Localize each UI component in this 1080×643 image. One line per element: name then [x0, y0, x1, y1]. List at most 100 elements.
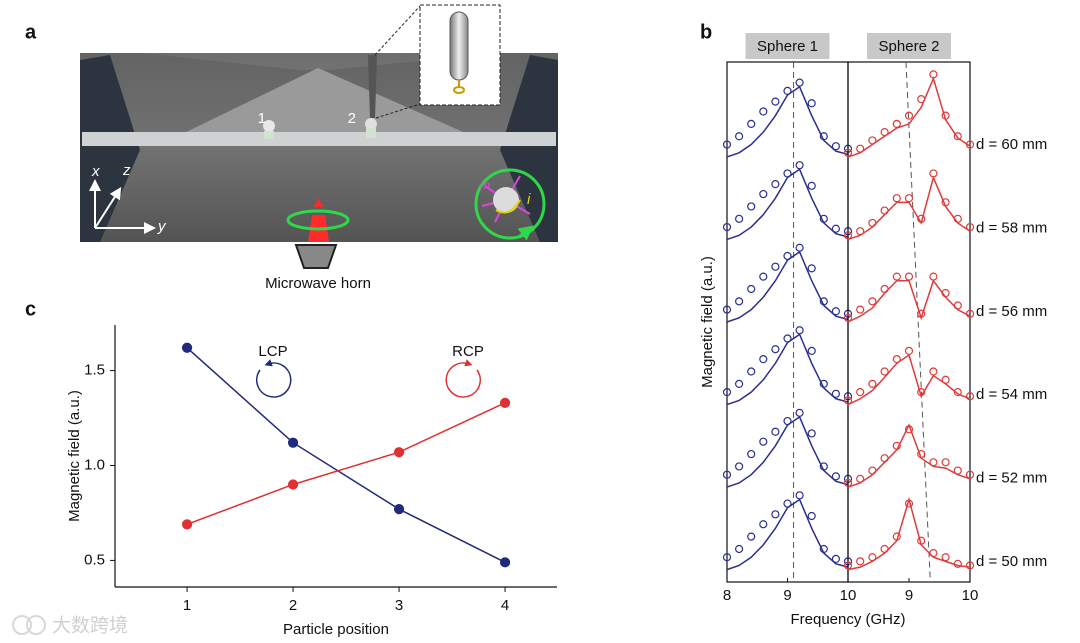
- photo-label: x: [91, 163, 100, 180]
- data-point: [771, 345, 780, 354]
- data-point: [759, 189, 768, 199]
- annotation: LCP: [258, 343, 287, 360]
- data-point: [929, 272, 938, 281]
- series-line: [726, 168, 849, 241]
- data-point: [807, 181, 816, 190]
- x-tick-label: 1: [183, 597, 191, 614]
- photo: [80, 4, 558, 269]
- series-line: [726, 250, 849, 323]
- data-point: [868, 379, 877, 389]
- data-point: [904, 272, 914, 281]
- data-point: [722, 470, 732, 479]
- y-tick-label: 0.5: [84, 551, 105, 568]
- data-point: [759, 272, 768, 281]
- panel-label: c: [25, 298, 36, 320]
- data-point: [759, 520, 768, 529]
- plot-frame: [847, 61, 971, 583]
- data-point: [747, 532, 756, 541]
- data-point: [965, 561, 975, 570]
- data-point: [892, 194, 901, 203]
- data-point: [722, 305, 732, 314]
- series-line: [847, 423, 971, 488]
- series-line: [847, 279, 971, 323]
- data-point: [807, 99, 816, 108]
- data-point: [759, 437, 768, 446]
- data-point: [771, 510, 780, 519]
- data-point: [953, 388, 962, 397]
- row-label: d = 50 mm: [976, 553, 1047, 570]
- row-label: d = 60 mm: [976, 136, 1047, 153]
- data-point: [499, 557, 511, 568]
- data-point: [747, 284, 756, 294]
- watermark: [12, 615, 46, 635]
- data-point: [856, 388, 865, 397]
- watermark-text: 大数跨境: [52, 615, 128, 637]
- data-point: [287, 479, 299, 490]
- row-label: d = 58 mm: [976, 219, 1047, 236]
- data-point: [771, 427, 780, 436]
- data-point: [892, 119, 901, 129]
- data-point: [722, 388, 732, 397]
- data-point: [393, 447, 405, 458]
- x-axis-label: Frequency (GHz): [790, 611, 905, 628]
- data-point: [929, 367, 938, 376]
- x-tick-label: 2: [289, 597, 297, 614]
- series-line: [186, 402, 506, 526]
- data-point: [181, 342, 193, 353]
- data-point: [499, 397, 511, 408]
- series-line: [847, 175, 971, 241]
- data-point: [759, 107, 768, 116]
- data-point: [941, 458, 950, 467]
- data-point: [795, 326, 804, 335]
- data-point: [965, 392, 975, 401]
- data-point: [868, 297, 877, 306]
- data-point: [734, 214, 744, 223]
- series-line: [726, 498, 849, 571]
- x-tick-label: 4: [501, 597, 509, 614]
- data-point: [747, 449, 756, 459]
- series-line: [726, 85, 849, 158]
- data-point: [831, 554, 841, 563]
- data-point: [722, 140, 732, 149]
- chart-title: Sphere 1: [757, 38, 818, 55]
- photo-label: 2: [348, 110, 356, 127]
- y-tick-label: 1.0: [84, 456, 105, 473]
- data-point: [722, 553, 732, 562]
- y-axis-label: Magnetic field (a.u.): [66, 390, 83, 522]
- data-point: [831, 389, 841, 398]
- data-point: [831, 224, 841, 233]
- rcp-icon: [445, 359, 481, 398]
- data-point: [795, 408, 804, 417]
- data-point: [771, 97, 780, 106]
- data-point: [734, 544, 744, 554]
- data-point: [287, 437, 299, 448]
- lcp-icon: [256, 359, 292, 398]
- annotation: RCP: [452, 343, 484, 360]
- data-point: [734, 462, 744, 471]
- row-label: d = 54 mm: [976, 386, 1047, 403]
- data-point: [393, 504, 405, 515]
- data-point: [747, 202, 756, 211]
- data-point: [795, 243, 804, 252]
- data-point: [807, 511, 816, 521]
- data-point: [807, 264, 816, 273]
- photo-label: 1: [258, 110, 266, 127]
- plot-frame: [726, 61, 849, 583]
- data-point: [795, 78, 804, 87]
- data-point: [831, 472, 841, 481]
- panel-label: b: [700, 21, 712, 43]
- series-line: [726, 415, 849, 488]
- data-point: [181, 519, 193, 530]
- x-tick-label: 3: [395, 597, 403, 614]
- data-point: [771, 262, 780, 271]
- guide-line: [905, 61, 931, 583]
- data-point: [734, 297, 744, 306]
- data-point: [831, 142, 841, 151]
- y-tick-label: 1.5: [84, 362, 105, 379]
- data-point: [807, 346, 816, 355]
- data-point: [941, 553, 950, 562]
- photo-label: y: [157, 218, 167, 235]
- series-line: [847, 496, 971, 571]
- series-line: [847, 353, 971, 406]
